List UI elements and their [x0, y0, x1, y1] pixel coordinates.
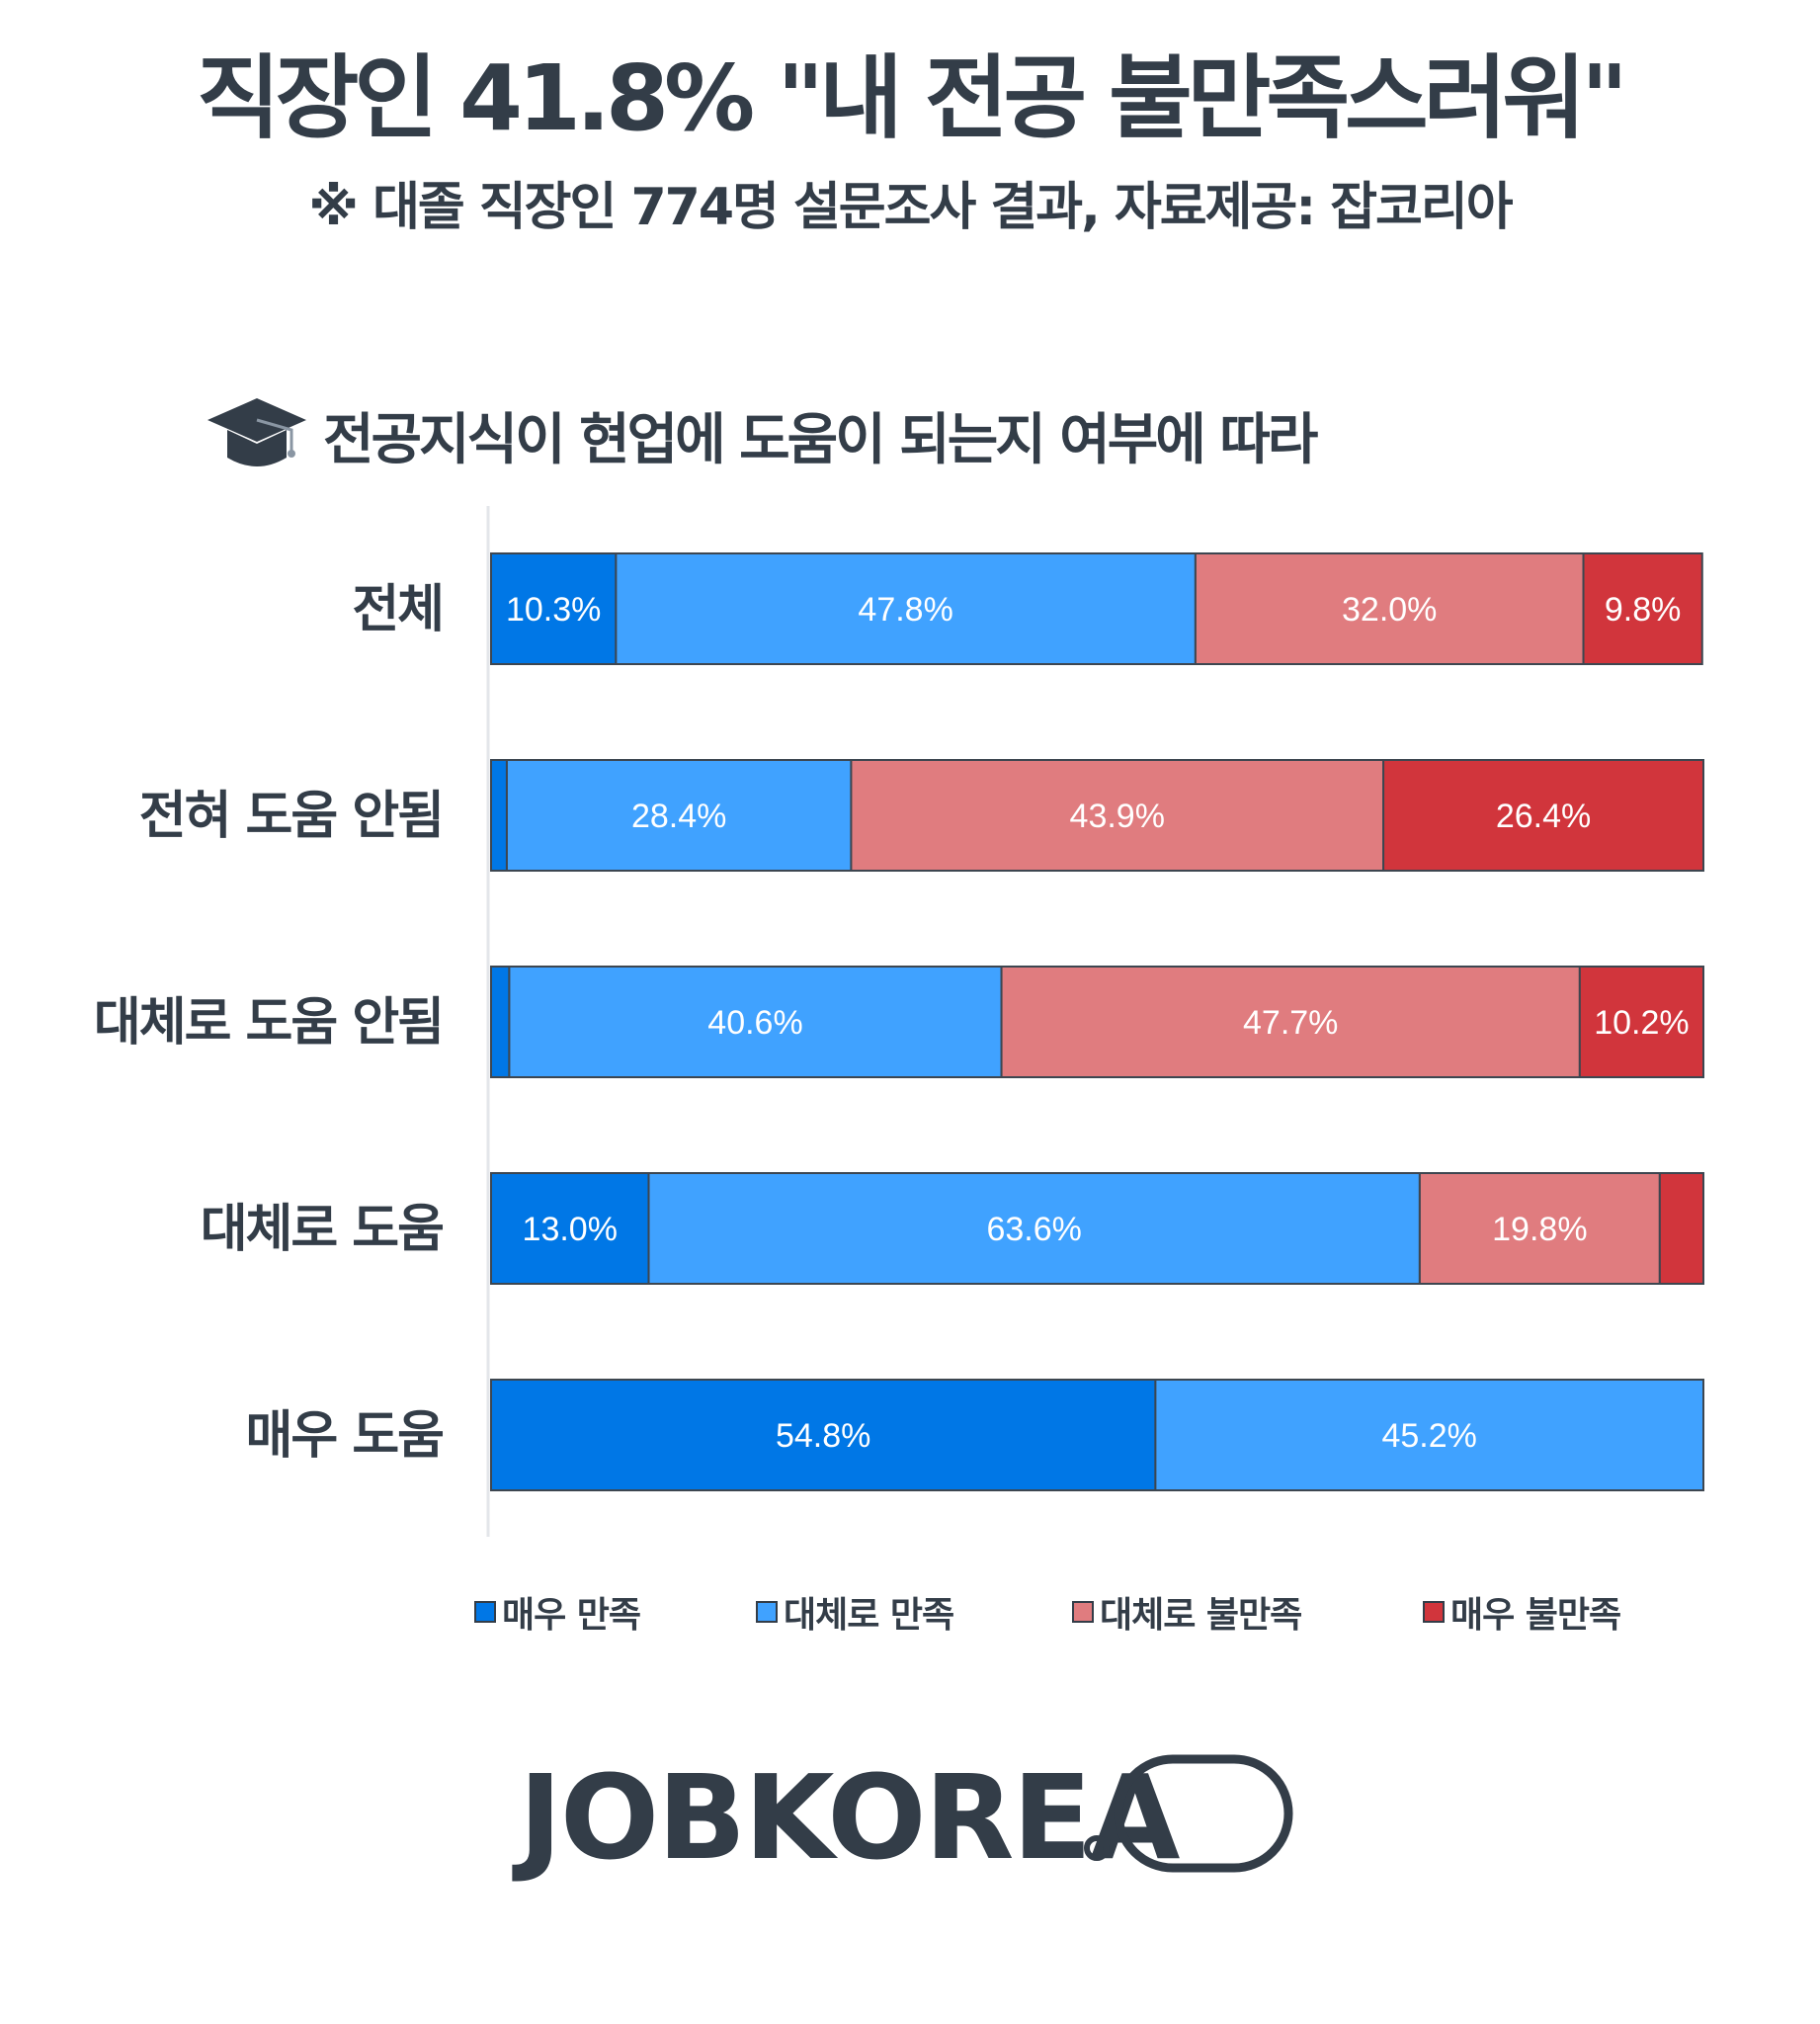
graduation-cap-icon [207, 398, 306, 466]
stacked-bar-chart: 전체 10.3% 47.8% 32.0% 9.8% 전혀 도움 안됨 28.4% 43.9% 2… [94, 506, 1705, 1537]
bar-segment [490, 552, 618, 665]
logo-mark-icon [1084, 1754, 1293, 1873]
bar-segment [1194, 552, 1585, 665]
data-label: 47.7% [1243, 1004, 1338, 1042]
legend-label: 매우 불만족 [1450, 1595, 1621, 1636]
bar-segment [1578, 966, 1704, 1078]
legend-item: 대체로 만족 [756, 1586, 954, 1638]
data-label: 10.3% [506, 591, 601, 629]
data-label: 9.8% [1605, 591, 1682, 629]
bar-segment [490, 759, 508, 872]
data-label: 13.0% [523, 1211, 618, 1248]
bar-segment [1154, 1379, 1704, 1491]
bar-segment [615, 552, 1197, 665]
data-label: 26.4% [1496, 798, 1591, 835]
category-label: 대체로 도움 [201, 1200, 443, 1259]
legend-swatch [1072, 1601, 1094, 1623]
jobkorea-logo: JOBKOREA [519, 1749, 1309, 1947]
bar-segment [490, 966, 511, 1078]
header: 직장인 41.8% "내 전공 불만족스러워" ※ 대졸 직장인 774명 설문… [0, 40, 1820, 247]
bar-segment [647, 1172, 1421, 1285]
legend-swatch [1423, 1601, 1445, 1623]
category-label: 전혀 도움 안됨 [139, 787, 443, 846]
legend-item: 대체로 불만족 [1072, 1586, 1302, 1638]
legend-item: 매우 만족 [474, 1586, 641, 1638]
data-label: 19.8% [1492, 1211, 1587, 1248]
page-title: 직장인 41.8% "내 전공 불만족스러워" [197, 45, 1628, 151]
data-label: 10.2% [1594, 1004, 1689, 1042]
data-label: 40.6% [707, 1004, 802, 1042]
category-label: 매우 도움 [246, 1406, 444, 1466]
data-label: 43.9% [1070, 798, 1165, 835]
bar-segment [850, 759, 1385, 872]
bar-segment [1000, 966, 1581, 1078]
section-heading: 전공지식이 현업에 도움이 되는지 여부에 따라 [203, 390, 1318, 479]
bar-segment [1582, 552, 1703, 665]
data-label: 45.2% [1381, 1417, 1476, 1455]
data-label: 54.8% [776, 1417, 870, 1455]
category-label: 전체 [352, 580, 443, 639]
chart-legend: 매우 만족 대체로 만족 대체로 불만족 매우 불만족 [0, 1586, 1820, 1645]
bar-segment [505, 759, 853, 872]
page-subtitle: ※ 대졸 직장인 774명 설문조사 결과, 자료제공: 잡코리아 [308, 178, 1513, 237]
legend-swatch [474, 1601, 496, 1623]
legend-label: 매우 만족 [502, 1595, 641, 1636]
section-title: 전공지식이 현업에 도움이 되는지 여부에 따라 [323, 407, 1318, 472]
data-label: 63.6% [986, 1211, 1081, 1248]
data-label: 28.4% [631, 798, 726, 835]
logo-text: JOBKOREA [519, 1749, 1180, 1886]
bar-segment [1382, 759, 1705, 872]
category-label: 대체로 도움 안됨 [94, 993, 443, 1053]
legend-item: 매우 불만족 [1423, 1586, 1621, 1638]
legend-label: 대체로 불만족 [1100, 1595, 1302, 1636]
bar-segment [1658, 1172, 1705, 1285]
legend-swatch [756, 1601, 778, 1623]
data-label: 47.8% [858, 591, 952, 629]
data-label: 32.0% [1342, 591, 1437, 629]
legend-label: 대체로 만족 [784, 1595, 954, 1636]
bar-segment [1418, 1172, 1661, 1285]
bar-segment [490, 1379, 1157, 1491]
